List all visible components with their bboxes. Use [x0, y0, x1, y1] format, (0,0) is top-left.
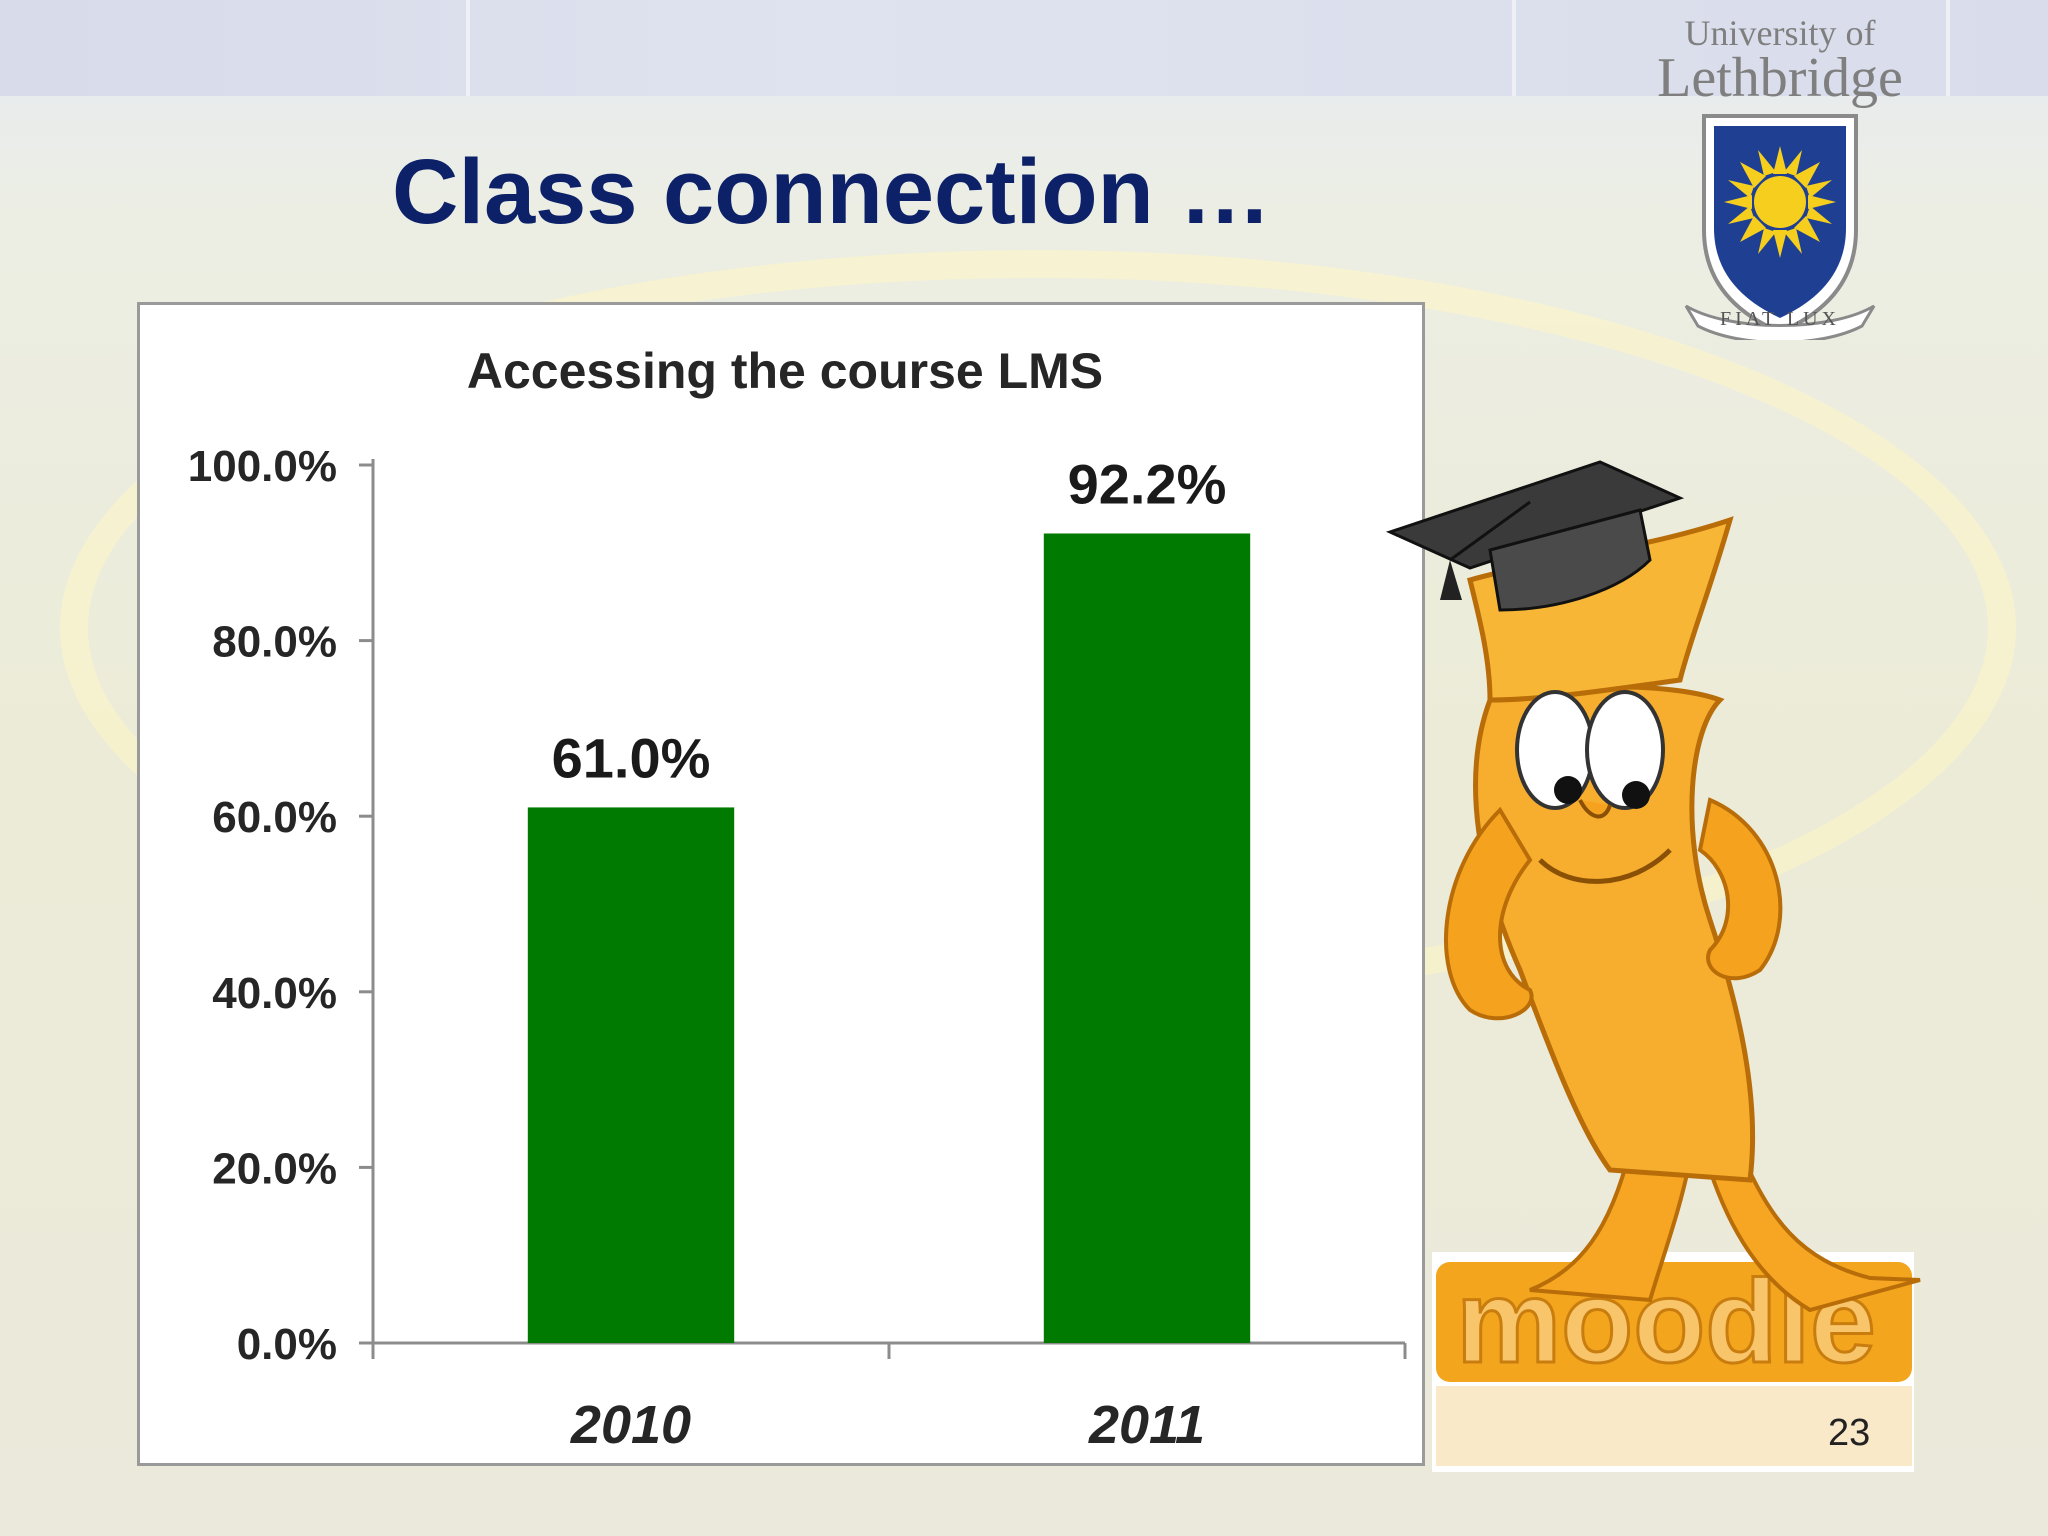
- x-tick-label: 2011: [1088, 1395, 1205, 1455]
- moodle-mascot-illustration: moodle: [1385, 460, 1921, 1472]
- top-band: [0, 0, 2048, 96]
- y-axis: 0.0% 20.0% 40.0% 60.0% 80.0% 100.0%: [188, 442, 375, 1369]
- moodle-mascot: moodle: [1380, 450, 1980, 1490]
- y-tick-label: 100.0%: [188, 442, 337, 491]
- bar-2011: [1043, 533, 1251, 1343]
- data-label-2010: 61.0%: [552, 726, 711, 789]
- x-tick-label: 2010: [570, 1395, 691, 1455]
- top-band-panel: [470, 0, 1516, 96]
- bar-2010: [527, 807, 735, 1343]
- slide-number: 23: [1828, 1412, 1871, 1454]
- data-label-2011: 92.2%: [1068, 452, 1227, 515]
- mascot-eye: [1585, 690, 1665, 810]
- chart-panel: Accessing the course LMS 0.0% 20.0% 40.0% 6…: [137, 302, 1425, 1466]
- bar-chart: Accessing the course LMS 0.0% 20.0% 40.0% 6…: [188, 343, 1407, 1455]
- y-tick-label: 80.0%: [212, 618, 337, 667]
- logo-line-2: Lethbridge: [1657, 47, 1903, 109]
- y-tick-label: 0.0%: [237, 1320, 337, 1369]
- y-tick-label: 20.0%: [212, 1144, 337, 1193]
- y-tick-label: 40.0%: [212, 969, 337, 1018]
- logo-line-1: University of: [1684, 13, 1876, 53]
- logo-motto: FIAT LUX: [1720, 308, 1840, 330]
- top-band-panel: [0, 0, 470, 96]
- chart-title: Accessing the course LMS: [467, 343, 1103, 399]
- university-crest-icon: [1684, 114, 1876, 340]
- y-tick-label: 60.0%: [212, 793, 337, 842]
- graduation-cap-icon: [1385, 460, 1685, 570]
- top-band-panel: [1516, 0, 1950, 96]
- bars: 61.0% 92.2%: [527, 452, 1251, 1343]
- x-axis: 2010 2011: [371, 1341, 1407, 1455]
- slide-title: Class connection …: [392, 141, 1272, 243]
- wordmark-reflection: [1436, 1386, 1912, 1466]
